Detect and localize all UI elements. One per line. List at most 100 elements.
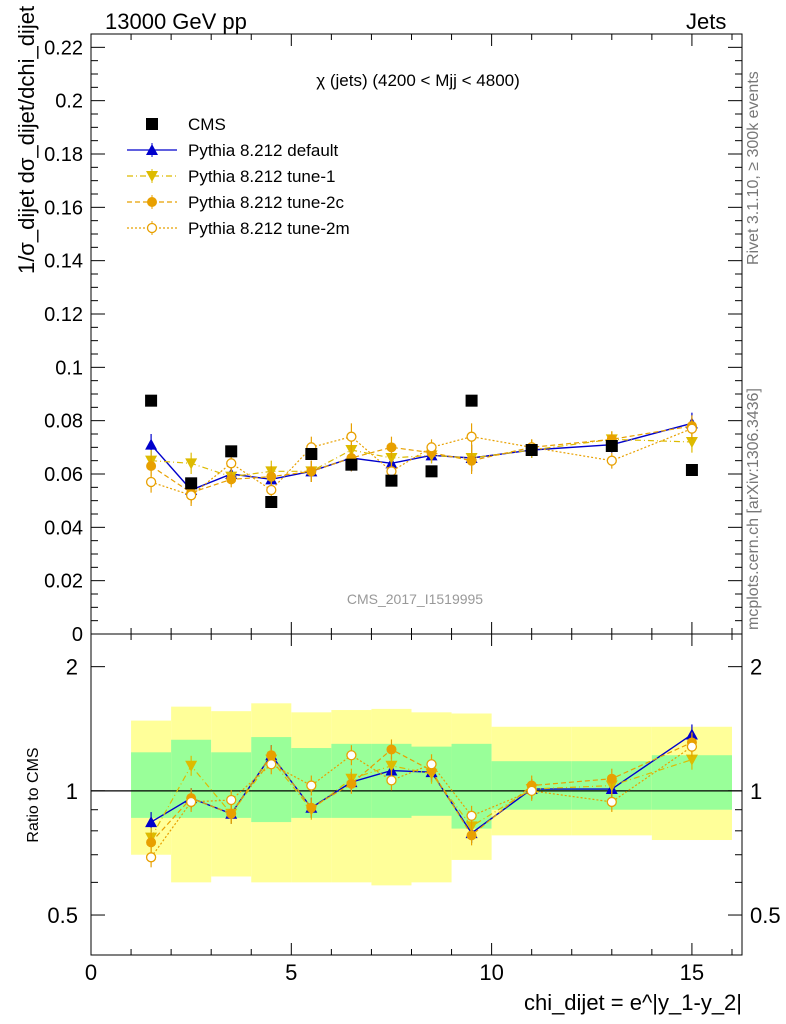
ratio-tick-label-left-2: 2: [66, 655, 78, 680]
x-axis-label: chi_dijet = e^|y_1-y_2|: [524, 990, 742, 1015]
data-point-4-8: [466, 431, 477, 442]
x-tick-label-10: 10: [479, 960, 503, 985]
data-point-0-3: [265, 496, 278, 508]
ratio-point-2-0: [146, 837, 157, 848]
data-point-3-3: [266, 471, 277, 482]
data-point-0-4: [305, 448, 318, 460]
data-point-2-11: [685, 437, 698, 448]
data-point-0-7: [425, 465, 438, 478]
header-right-label: Jets: [686, 9, 727, 34]
ratio-point-3-1: [186, 796, 197, 808]
ratio-point-3-8: [466, 810, 477, 821]
data-point-4-7: [426, 442, 437, 453]
ratio-point-2-8: [466, 830, 477, 841]
legend-marker-4: [146, 222, 158, 234]
ratio-tick-label-right-0.5: 0.5: [750, 903, 781, 928]
ratio-point-3-3: [266, 759, 277, 770]
data-point-0-6: [385, 474, 398, 487]
y-tick-label-0.16: 0.16: [44, 197, 83, 219]
ratio-point-3-9: [526, 785, 537, 796]
legend-marker-3: [147, 197, 157, 207]
ratio-point-0-0: [145, 816, 158, 828]
band-green-0: [131, 752, 172, 818]
data-point-0-0: [145, 394, 158, 407]
data-point-2-1: [185, 458, 198, 470]
ratio-point-2-2: [226, 808, 237, 819]
data-point-0-5: [345, 458, 358, 471]
data-point-1-0: [145, 438, 158, 450]
series-line-4: [150, 428, 693, 497]
data-point-2-6: [385, 453, 398, 464]
data-point-3-2: [226, 474, 237, 485]
ratio-tick-label-left-1: 1: [66, 779, 78, 804]
ratio-point-2-10: [606, 773, 617, 784]
top-y-axis-label: 1/σ_dijet dσ_dijet/dchi_dijet: [14, 6, 39, 274]
ratio-point-2-6: [386, 744, 397, 755]
y-tick-label-0.06: 0.06: [44, 464, 83, 486]
ratio-tick-label-left-0.5: 0.5: [47, 903, 78, 928]
data-point-3-0: [146, 461, 157, 471]
ratio-point-3-4: [306, 780, 317, 791]
data-point-0-10: [605, 440, 618, 452]
y-tick-label-0.08: 0.08: [44, 411, 83, 433]
data-point-4-5: [346, 431, 357, 442]
ratio-point-3-11: [686, 741, 698, 752]
data-point-4-6: [386, 466, 397, 477]
data-point-0-11: [685, 464, 698, 476]
ratio-point-1-6: [385, 760, 398, 772]
legend-label-3: Pythia 8.212 tune-2c: [188, 193, 344, 212]
legend-label-2: Pythia 8.212 tune-1: [188, 167, 335, 186]
y-tick-label-0.1: 0.1: [55, 357, 83, 379]
y-tick-label-0: 0: [72, 624, 83, 646]
legend-label-4: Pythia 8.212 tune-2m: [188, 219, 350, 238]
y-tick-label-0.14: 0.14: [44, 251, 83, 273]
ratio-y-axis-label: Ratio to CMS: [25, 747, 42, 842]
x-tick-label-0: 0: [85, 960, 97, 985]
y-tick-label-0.04: 0.04: [44, 517, 83, 539]
legend-label-0: CMS: [188, 115, 226, 134]
ratio-line-3: [150, 746, 693, 858]
ratio-tick-label-right-2: 2: [750, 655, 762, 680]
y-tick-label-0.02: 0.02: [44, 571, 83, 593]
ratio-line-2: [150, 741, 693, 843]
ratio-point-3-0: [145, 852, 157, 863]
y-tick-label-0.12: 0.12: [44, 304, 83, 326]
data-point-0-2: [225, 445, 238, 458]
ratio-line-1: [150, 758, 693, 838]
series-line-3: [150, 425, 693, 494]
legend-marker-0: [146, 118, 158, 130]
y-tick-label-0.2: 0.2: [55, 91, 83, 113]
data-point-3-6: [386, 442, 397, 453]
ratio-point-1-1: [185, 760, 198, 772]
data-point-0-8: [465, 394, 478, 407]
x-tick-label-5: 5: [285, 960, 297, 985]
data-point-4-10: [606, 455, 617, 466]
data-point-4-2: [226, 458, 237, 469]
ratio-frame: [90, 633, 743, 956]
header-left-label: 13000 GeV pp: [105, 9, 247, 34]
legend-marker-2: [146, 171, 158, 182]
ratio-point-2-4: [306, 802, 317, 813]
y-tick-label-0.18: 0.18: [44, 144, 83, 166]
legend-label-1: Pythia 8.212 default: [188, 141, 339, 160]
ratio-point-3-6: [386, 775, 397, 786]
ratio-point-3-2: [226, 794, 237, 806]
y-tick-label-0.22: 0.22: [44, 37, 83, 59]
data-point-0-9: [525, 444, 538, 456]
ratio-point-2-5: [346, 778, 357, 789]
data-point-3-4: [306, 466, 317, 477]
x-tick-label-15: 15: [680, 960, 704, 985]
ratio-point-1-11: [685, 754, 698, 766]
watermark-label: CMS_2017_I1519995: [347, 591, 483, 607]
data-point-4-1: [186, 490, 197, 501]
chart-title: χ (jets) (4200 < Mjj < 4800): [316, 71, 520, 90]
series-line-2: [151, 438, 692, 478]
ratio-point-3-5: [346, 750, 357, 761]
legend-marker-1: [146, 144, 158, 155]
data-point-0-1: [185, 477, 198, 490]
data-point-4-3: [266, 484, 277, 496]
data-point-4-11: [686, 423, 698, 434]
ratio-tick-label-right-1: 1: [750, 779, 762, 804]
data-point-4-0: [145, 476, 157, 488]
